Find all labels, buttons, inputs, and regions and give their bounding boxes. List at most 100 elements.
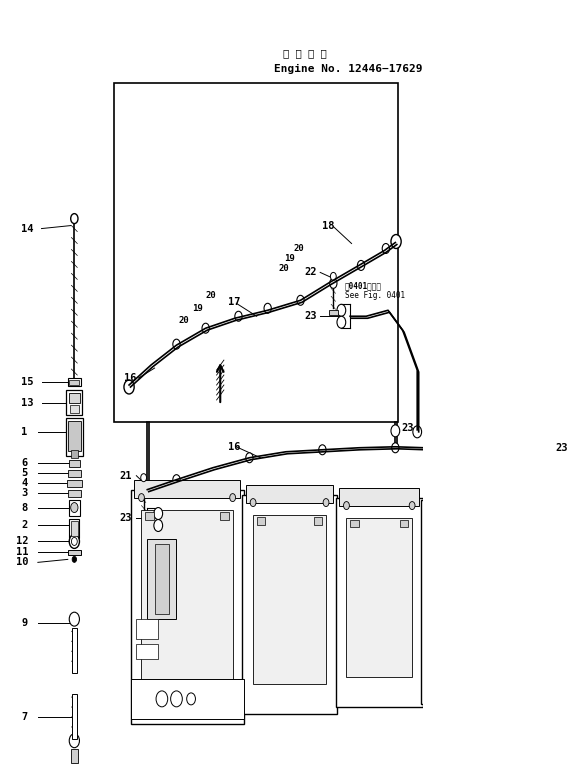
Circle shape: [235, 312, 242, 322]
Text: 23: 23: [120, 512, 132, 523]
Circle shape: [337, 316, 346, 329]
Circle shape: [538, 444, 545, 455]
Bar: [66, 390, 83, 415]
Text: 23: 23: [401, 423, 414, 433]
Bar: [65, 418, 83, 456]
Bar: [69, 519, 79, 539]
Bar: [69, 499, 80, 516]
Text: 23: 23: [304, 312, 317, 322]
Circle shape: [246, 453, 253, 463]
Circle shape: [391, 234, 401, 248]
Bar: [432, 519, 494, 674]
Bar: [131, 679, 243, 719]
Circle shape: [72, 537, 77, 546]
Circle shape: [154, 519, 162, 532]
Bar: [136, 644, 158, 659]
Circle shape: [323, 499, 329, 506]
Bar: [68, 421, 81, 451]
Bar: [68, 489, 81, 496]
Text: 23: 23: [556, 443, 568, 453]
Bar: [154, 544, 169, 615]
Bar: [481, 522, 490, 530]
Bar: [242, 495, 337, 713]
Text: 困0401図参照: 困0401図参照: [345, 281, 382, 290]
Text: 3: 3: [21, 488, 27, 498]
Bar: [134, 480, 240, 498]
Circle shape: [491, 503, 497, 512]
Bar: [70, 405, 79, 413]
Circle shape: [465, 443, 472, 453]
Text: 20: 20: [206, 291, 216, 300]
Text: 7: 7: [21, 712, 27, 722]
Circle shape: [429, 503, 435, 512]
Circle shape: [69, 534, 79, 548]
Circle shape: [173, 475, 180, 485]
Text: 9: 9: [21, 618, 27, 628]
Bar: [145, 512, 154, 519]
Circle shape: [413, 426, 421, 438]
Bar: [220, 512, 229, 519]
Bar: [518, 523, 527, 532]
Text: 5: 5: [21, 468, 27, 478]
Text: See Fig. 0401: See Fig. 0401: [345, 291, 405, 300]
Bar: [68, 550, 81, 555]
Bar: [435, 522, 444, 530]
Bar: [67, 480, 81, 487]
Circle shape: [71, 502, 78, 512]
Text: 4: 4: [21, 478, 27, 488]
Text: 8: 8: [21, 502, 27, 512]
Bar: [71, 520, 78, 536]
Bar: [400, 519, 409, 527]
Circle shape: [139, 494, 144, 502]
Circle shape: [154, 508, 162, 519]
Text: 6: 6: [21, 458, 27, 468]
Text: 19: 19: [192, 304, 203, 313]
Bar: [507, 492, 578, 509]
Bar: [69, 460, 80, 467]
Bar: [68, 378, 81, 386]
Bar: [69, 393, 80, 403]
Bar: [514, 522, 573, 671]
Circle shape: [140, 474, 147, 482]
Circle shape: [544, 444, 553, 456]
Text: 11: 11: [16, 547, 28, 557]
Text: 14: 14: [21, 223, 34, 233]
Bar: [142, 509, 233, 694]
Bar: [421, 499, 505, 704]
Bar: [71, 749, 78, 763]
Circle shape: [357, 261, 365, 271]
Bar: [329, 310, 338, 315]
Text: 21: 21: [120, 471, 132, 481]
Circle shape: [229, 494, 236, 502]
Bar: [314, 516, 323, 525]
Circle shape: [391, 425, 400, 437]
Text: 20: 20: [279, 264, 290, 273]
Circle shape: [187, 693, 195, 705]
Circle shape: [392, 443, 399, 453]
Text: 18: 18: [323, 220, 335, 230]
Text: 17: 17: [228, 298, 240, 308]
Circle shape: [409, 502, 415, 509]
Bar: [335, 498, 423, 707]
Circle shape: [343, 502, 349, 509]
Text: 20: 20: [179, 315, 190, 325]
Circle shape: [173, 339, 180, 349]
Circle shape: [331, 272, 336, 281]
Text: 2: 2: [21, 520, 27, 530]
Bar: [69, 380, 79, 385]
Text: 10: 10: [16, 557, 28, 567]
Bar: [350, 519, 359, 527]
Circle shape: [250, 499, 256, 506]
Circle shape: [264, 303, 271, 313]
Text: 20: 20: [293, 244, 304, 253]
Bar: [136, 619, 158, 639]
Text: 22: 22: [304, 267, 317, 278]
Circle shape: [297, 295, 304, 305]
Bar: [72, 694, 76, 739]
Text: 12: 12: [16, 536, 28, 547]
Bar: [424, 489, 501, 508]
Bar: [246, 485, 334, 502]
Circle shape: [71, 213, 78, 223]
Bar: [147, 540, 176, 619]
Text: Engine No. 12446−17629: Engine No. 12446−17629: [273, 64, 422, 74]
